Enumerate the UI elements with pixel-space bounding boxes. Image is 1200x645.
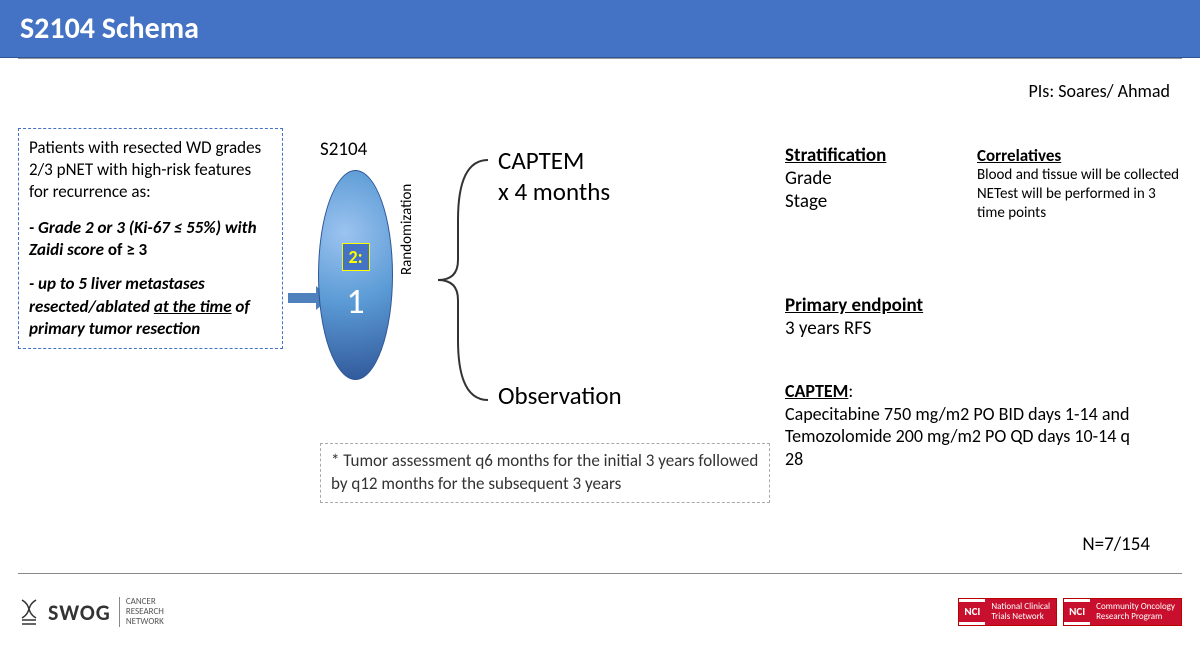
endpoint-value: 3 years RFS xyxy=(785,318,923,341)
strat-line-2: Stage xyxy=(785,191,886,214)
inclusion-intro: Patients with resected WD grades 2/3 pNE… xyxy=(29,137,272,203)
strat-line-1: Grade xyxy=(785,168,886,191)
title-underline xyxy=(18,58,1182,59)
swog-logo: SWOG CANCER RESEARCH NETWORK xyxy=(18,597,164,627)
title-bar: S2104 Schema xyxy=(0,0,1200,58)
correlatives-block: Correlatives Blood and tissue will be co… xyxy=(977,145,1182,223)
captem-block: CAPTEM: Capecitabine 750 mg/m2 PO BID da… xyxy=(785,380,1135,470)
endpoint-head: Primary endpoint xyxy=(785,295,923,318)
randomization-oval: 2: 1 xyxy=(318,170,393,380)
pi-label: PIs: Soares/ Ahmad xyxy=(1028,80,1170,102)
arm-observation: Observation xyxy=(498,380,622,411)
primary-endpoint-block: Primary endpoint 3 years RFS xyxy=(785,295,923,341)
inclusion-box: Patients with resected WD grades 2/3 pNE… xyxy=(18,128,283,349)
randomization-label: Randomization xyxy=(398,184,416,275)
footer-divider xyxy=(18,573,1182,574)
captem-desc: Capecitabine 750 mg/m2 PO BID days 1-14 … xyxy=(785,403,1130,470)
criteria-1: - Grade 2 or 3 (Ki-67 ≤ 55%) with Zaidi … xyxy=(29,217,272,261)
stratification-head: Stratification xyxy=(785,145,886,168)
correlatives-l1: Blood and tissue will be collected xyxy=(977,166,1182,185)
swog-text: SWOG xyxy=(48,599,111,626)
assessment-note: * Tumor assessment q6 months for the ini… xyxy=(320,443,770,503)
trial-id-label: S2104 xyxy=(320,138,367,161)
page-title: S2104 Schema xyxy=(20,10,199,47)
bracket-icon xyxy=(428,150,498,410)
nci-badges: NCI National Clinical Trials Network NCI… xyxy=(958,598,1182,626)
footer: SWOG CANCER RESEARCH NETWORK NCI Nationa… xyxy=(18,597,1182,627)
ratio-top: 2: xyxy=(341,243,369,271)
arm-captem: CAPTEM x 4 months xyxy=(498,145,610,208)
swog-sub: CANCER RESEARCH NETWORK xyxy=(119,597,164,627)
enrollment-count: N=7/154 xyxy=(1082,533,1150,556)
correlatives-head: Correlatives xyxy=(977,145,1182,166)
criteria-2: - up to 5 liver metastases resected/abla… xyxy=(29,273,272,339)
captem-head: CAPTEM xyxy=(785,380,848,402)
stratification-block: Stratification Grade Stage xyxy=(785,145,886,213)
ratio-bottom: 1 xyxy=(346,279,364,323)
nci-badge-1: NCI National Clinical Trials Network xyxy=(958,598,1057,626)
dna-icon xyxy=(18,598,40,626)
nci-badge-2: NCI Community Oncology Research Program xyxy=(1063,598,1182,626)
correlatives-l2: NETest will be performed in 3 time point… xyxy=(977,185,1182,223)
